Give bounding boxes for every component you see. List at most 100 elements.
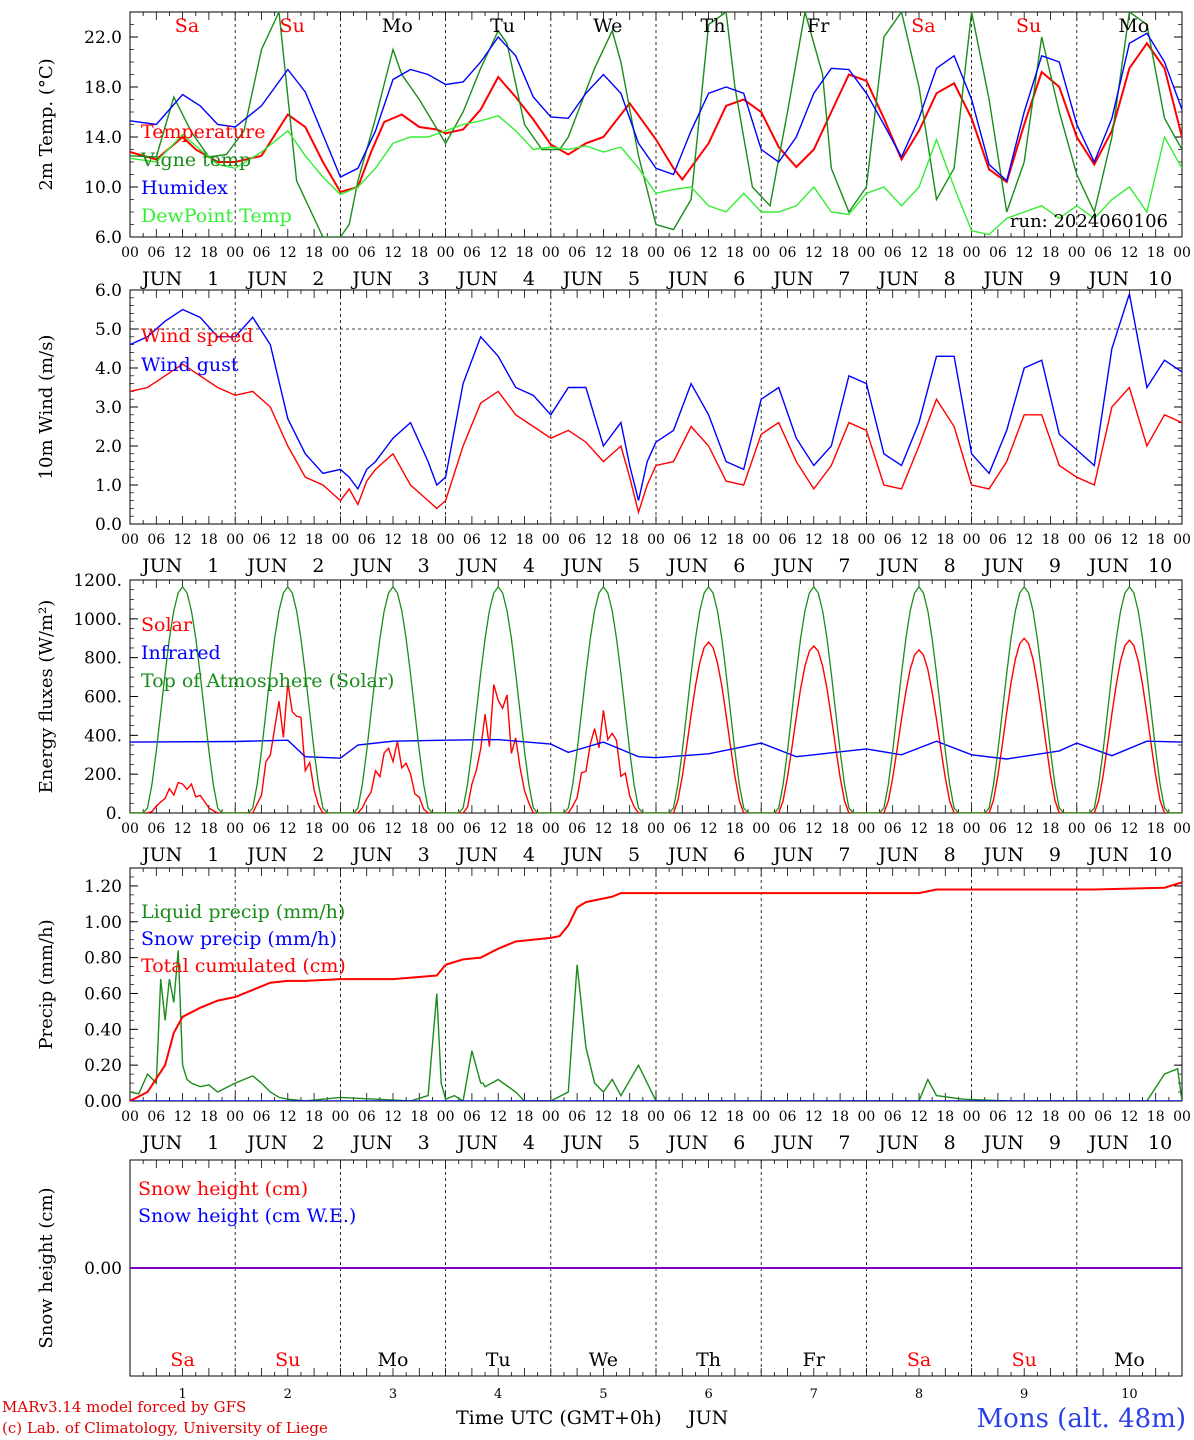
hour-tick-label: 06 [568, 821, 586, 837]
date-label-month: JUN [771, 1132, 813, 1154]
hour-tick-label: 12 [1120, 1109, 1138, 1125]
y-tick-label: 0.0 [95, 515, 122, 535]
series-total-cumulated-cm- [130, 881, 1182, 1101]
x-axis-title: Time UTC (GMT+0h) [456, 1407, 662, 1429]
hour-tick-label: 00 [437, 1109, 455, 1125]
date-label-month: JUN [1087, 555, 1129, 577]
hour-tick-label: 00 [963, 532, 981, 548]
y-tick-label: 2.0 [95, 437, 122, 457]
hour-tick-label: 00 [752, 1109, 770, 1125]
hour-tick-label: 12 [1015, 821, 1033, 837]
weekday-label: Su [1016, 15, 1041, 37]
hour-tick-label: 06 [1094, 1109, 1112, 1125]
legend-entry: Snow precip (mm/h) [141, 928, 337, 950]
y-tick-label: 1200. [73, 571, 122, 591]
series-humidex [130, 32, 1182, 183]
day-number-label: 8 [915, 1387, 923, 1402]
hour-tick-label: 18 [726, 532, 744, 548]
hour-tick-label: 12 [174, 532, 192, 548]
hour-tick-label: 00 [226, 1109, 244, 1125]
hour-tick-label: 18 [410, 245, 428, 261]
weekday-label: Sa [907, 1349, 931, 1371]
weekday-label: Mo [1114, 1349, 1145, 1371]
hour-tick-label: 12 [1120, 821, 1138, 837]
hour-tick-label: 12 [489, 532, 507, 548]
y-tick-label: 1.20 [84, 877, 122, 897]
hour-tick-label: 18 [1147, 245, 1165, 261]
date-label-day: 2 [312, 555, 324, 577]
y-axis-label: 2m Temp. (°C) [36, 58, 57, 190]
hour-tick-label: 12 [279, 245, 297, 261]
day-number-label: 10 [1121, 1387, 1138, 1402]
hour-tick-label: 06 [463, 1109, 481, 1125]
hour-tick-label: 12 [805, 1109, 823, 1125]
weekday-label: Th [696, 1349, 721, 1371]
day-number-label: 2 [284, 1387, 292, 1402]
hour-tick-label: 00 [226, 245, 244, 261]
hour-tick-label: 06 [463, 532, 481, 548]
hour-tick-label: 12 [700, 532, 718, 548]
day-number-label: 4 [494, 1387, 502, 1402]
date-label-day: 8 [944, 1132, 956, 1154]
date-label-month: JUN [350, 1132, 392, 1154]
hour-tick-label: 18 [1042, 245, 1060, 261]
weekday-label: Tu [486, 1349, 511, 1371]
hour-tick-label: 18 [410, 1109, 428, 1125]
hour-tick-label: 06 [779, 245, 797, 261]
weekday-label: Fr [807, 15, 830, 37]
day-number-label: 1 [178, 1387, 186, 1402]
hour-tick-label: 18 [305, 245, 323, 261]
y-tick-label: 1000. [73, 610, 122, 630]
date-label-day: 1 [207, 268, 219, 290]
date-label-month: JUN [1087, 268, 1129, 290]
date-label-day: 3 [418, 268, 430, 290]
date-label-month: JUN [666, 268, 708, 290]
hour-tick-label: 06 [253, 245, 271, 261]
hour-tick-label: 00 [1068, 1109, 1086, 1125]
date-label-day: 4 [523, 844, 535, 866]
hour-tick-label: 18 [1042, 1109, 1060, 1125]
series-solar [130, 637, 1182, 813]
hour-tick-label: 18 [1147, 1109, 1165, 1125]
run-label: run: 2024060106 [1010, 211, 1168, 232]
y-axis-label: 10m Wind (m/s) [36, 335, 57, 480]
date-label-month: JUN [350, 268, 392, 290]
date-label-month: JUN [140, 555, 182, 577]
date-label-day: 8 [944, 844, 956, 866]
hour-tick-label: 12 [805, 532, 823, 548]
model-credit: MARv3.14 model forced by GFS [2, 1398, 247, 1416]
hour-tick-label: 12 [489, 1109, 507, 1125]
date-label-day: 9 [1049, 555, 1061, 577]
hour-tick-label: 00 [121, 821, 139, 837]
hour-tick-label: 18 [305, 1109, 323, 1125]
series-infrared [130, 738, 1182, 760]
date-label-month: JUN [456, 555, 498, 577]
hour-tick-label: 00 [1068, 821, 1086, 837]
hour-tick-label: 12 [594, 1109, 612, 1125]
hour-tick-label: 00 [121, 245, 139, 261]
date-label-month: JUN [876, 555, 918, 577]
date-label-month: JUN [771, 268, 813, 290]
hour-tick-label: 12 [384, 821, 402, 837]
date-label-day: 4 [523, 268, 535, 290]
hour-tick-label: 12 [910, 245, 928, 261]
day-number-label: 5 [599, 1387, 607, 1402]
hour-tick-label: 18 [936, 532, 954, 548]
hour-tick-label: 06 [568, 532, 586, 548]
date-label-day: 8 [944, 555, 956, 577]
y-tick-label: 3.0 [95, 398, 122, 418]
hour-tick-label: 18 [516, 532, 534, 548]
date-label-month: JUN [982, 1132, 1024, 1154]
hour-tick-label: 06 [358, 245, 376, 261]
hour-tick-label: 12 [384, 1109, 402, 1125]
y-tick-label: 400. [84, 726, 122, 746]
hour-tick-label: 06 [358, 821, 376, 837]
date-label-month: JUN [561, 555, 603, 577]
legend-entry: Solar [141, 614, 193, 636]
hour-tick-label: 18 [936, 245, 954, 261]
weekday-label: Mo [382, 15, 413, 37]
date-label-month: JUN [350, 555, 392, 577]
series-wind-speed [130, 363, 1182, 515]
hour-tick-label: 06 [884, 1109, 902, 1125]
